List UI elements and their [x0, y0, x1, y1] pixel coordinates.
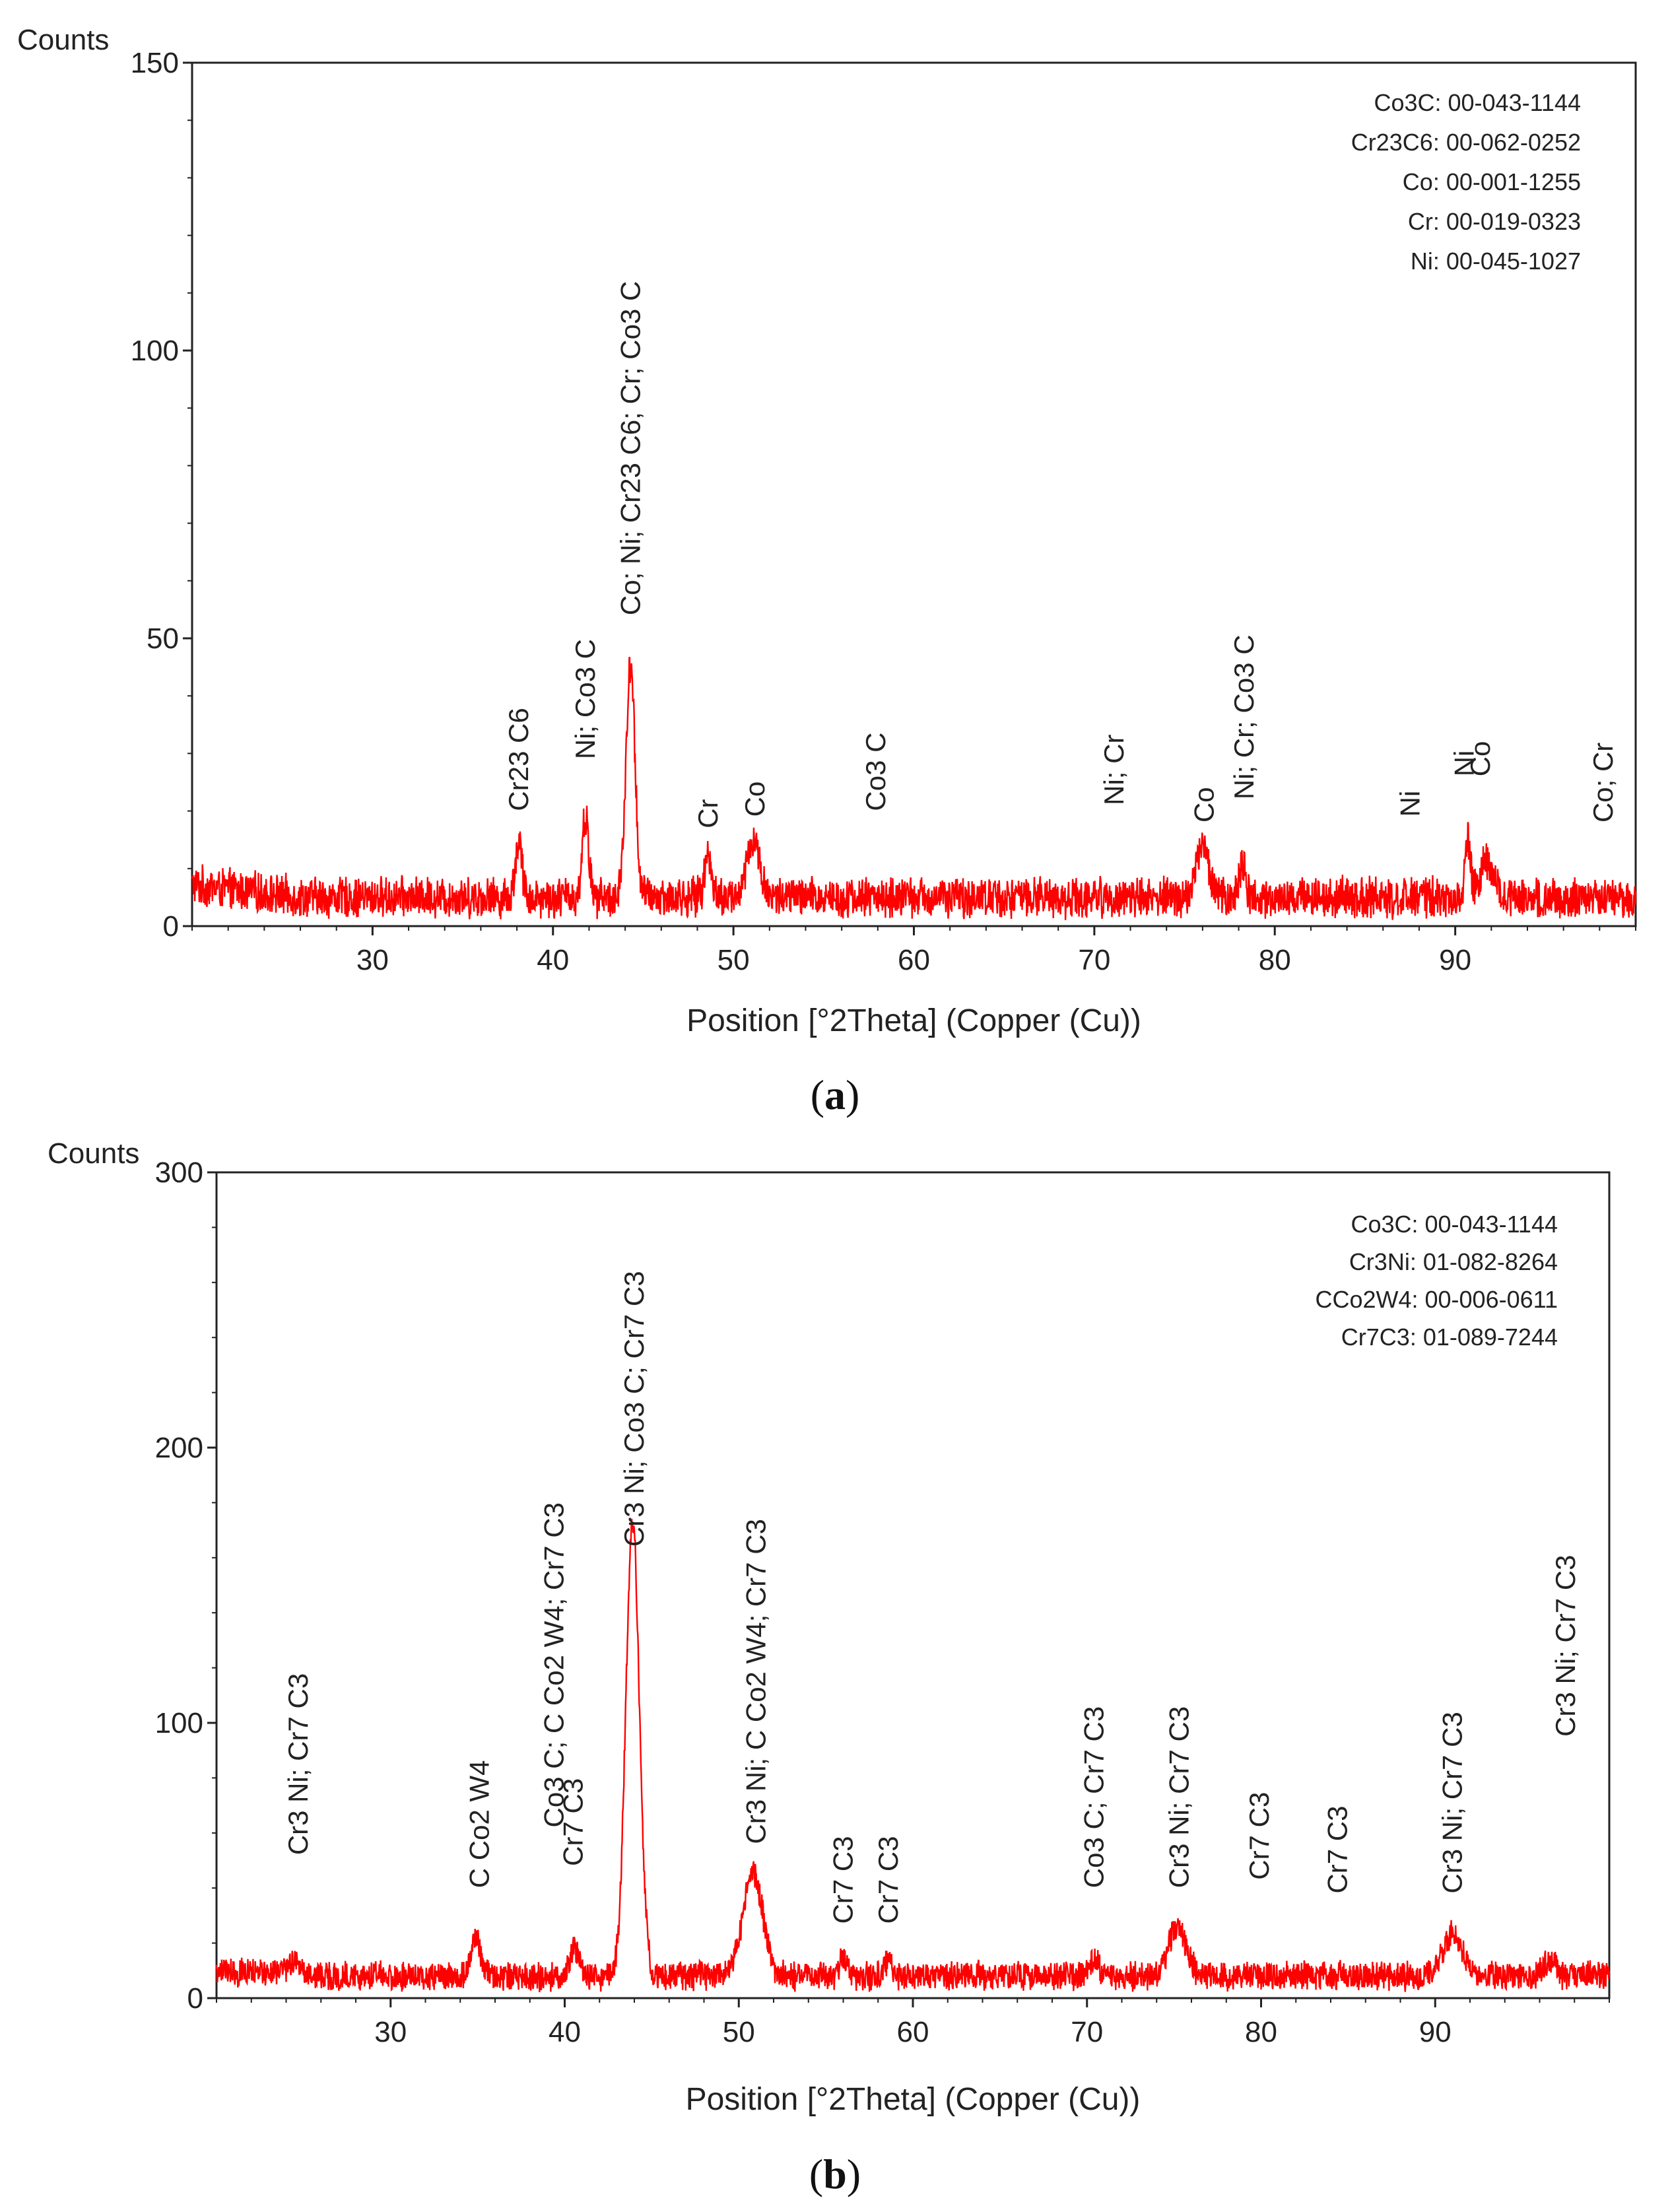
legend-entry: Cr23C6: 00-062-0252	[1351, 129, 1581, 156]
peak-label: Cr7 C3	[1244, 1792, 1275, 1880]
y-axis-label: Counts	[48, 1137, 139, 1170]
x-tick-label: 60	[897, 2016, 929, 2048]
diffraction-trace	[191, 656, 1637, 920]
peak-label: Co3 C	[860, 733, 891, 811]
peak-label: Cr3 Ni; Cr7 C3	[1437, 1712, 1468, 1893]
y-tick-label: 300	[155, 1156, 203, 1189]
legend-entry: Co3C: 00-043-1144	[1351, 1211, 1558, 1238]
x-tick-label: 40	[537, 944, 569, 976]
y-tick-label: 200	[155, 1432, 203, 1464]
legend-entry: Cr3Ni: 01-082-8264	[1349, 1248, 1558, 1275]
peak-label: Cr7 C3	[828, 1836, 859, 1924]
chart-panel-a: 0 50 100 150 30 40 50 60 70 80 90 Counts Position [°…	[17, 24, 1637, 1118]
peak-label: Co	[1465, 741, 1496, 777]
x-tick-label: 90	[1419, 2016, 1452, 2048]
x-tick-label: 30	[356, 944, 389, 976]
x-axis-label: Position [°2Theta] (Copper (Cu))	[686, 1003, 1141, 1038]
x-tick-label: 30	[374, 2016, 407, 2048]
legend-entry: Cr7C3: 01-089-7244	[1341, 1324, 1558, 1351]
peak-label: Cr3 Ni; C Co2 W4; Cr7 C3	[741, 1519, 772, 1844]
peak-label: Cr3 Ni; Cr7 C3	[1164, 1706, 1195, 1888]
peak-label: C Co2 W4	[463, 1760, 494, 1888]
peak-label: Co; Ni; Cr23 C6; Cr; Co3 C	[615, 281, 646, 615]
caption-letter: a	[824, 1071, 846, 1118]
y-tick-label: 100	[155, 1707, 203, 1739]
legend-entry: Ni: 00-045-1027	[1411, 248, 1581, 275]
peak-label: Co	[739, 782, 770, 817]
legend-entry: Cr: 00-019-0323	[1408, 208, 1581, 235]
diffraction-trace	[215, 1518, 1611, 1993]
peak-label: Cr3 Ni; Co3 C; Cr7 C3	[618, 1271, 650, 1547]
x-tick-label: 70	[1078, 944, 1110, 976]
peak-label: Co; Cr	[1587, 743, 1619, 822]
peak-label: Co3 C; C Co2 W4; Cr7 C3	[539, 1502, 570, 1827]
x-tick-label: 50	[723, 2016, 755, 2048]
peak-label: Cr7 C3	[558, 1778, 589, 1866]
chart-panel-b: 0 100 200 300 30 40 50 60 70 80 90 Counts Position […	[48, 1137, 1611, 2197]
x-tick-label: 90	[1439, 944, 1471, 976]
x-tick-label: 80	[1245, 2016, 1277, 2048]
y-tick-label: 0	[187, 1982, 203, 2015]
y-axis-label: Counts	[17, 24, 109, 56]
x-tick-label: 80	[1259, 944, 1291, 976]
y-tick-label: 150	[131, 47, 179, 79]
x-tick-label: 60	[898, 944, 930, 976]
peak-label: Cr3 Ni; Cr7 C3	[283, 1673, 314, 1855]
peak-label: Ni; Cr	[1098, 735, 1129, 805]
peak-label: Ni	[1394, 791, 1425, 817]
peak-label: Ni; Cr; Co3 C	[1228, 634, 1259, 799]
legend-entry: Co: 00-001-1255	[1403, 168, 1581, 195]
x-tick-label: 70	[1071, 2016, 1103, 2048]
peak-label: Ni; Co3 C	[570, 639, 601, 759]
panel-caption: (a)	[811, 1071, 860, 1118]
y-tick-label: 0	[163, 910, 179, 943]
plot-frame	[191, 61, 1637, 927]
peak-label: Cr7 C3	[873, 1836, 904, 1924]
x-axis-label: Position [°2Theta] (Copper (Cu))	[686, 2082, 1141, 2117]
peak-label: Cr3 Ni; Cr7 C3	[1550, 1555, 1581, 1736]
peak-label: Co3 C; Cr7 C3	[1078, 1706, 1109, 1888]
x-tick-label: 50	[718, 944, 750, 976]
peak-label: Co	[1189, 787, 1220, 822]
legend-entry: Co3C: 00-043-1144	[1374, 89, 1581, 116]
peak-label: Cr	[692, 799, 723, 828]
plot-frame	[215, 1171, 1611, 1999]
peak-label: Cr7 C3	[1322, 1805, 1353, 1893]
panel-caption: (b)	[809, 2151, 861, 2197]
peak-label: Cr23 C6	[503, 708, 534, 811]
peak-label: Ni	[1448, 751, 1479, 777]
y-tick-label: 100	[131, 335, 179, 367]
x-tick-label: 40	[549, 2016, 581, 2048]
y-tick-label: 50	[147, 622, 179, 655]
caption-letter: b	[823, 2151, 847, 2197]
legend-entry: CCo2W4: 00-006-0611	[1315, 1286, 1558, 1313]
